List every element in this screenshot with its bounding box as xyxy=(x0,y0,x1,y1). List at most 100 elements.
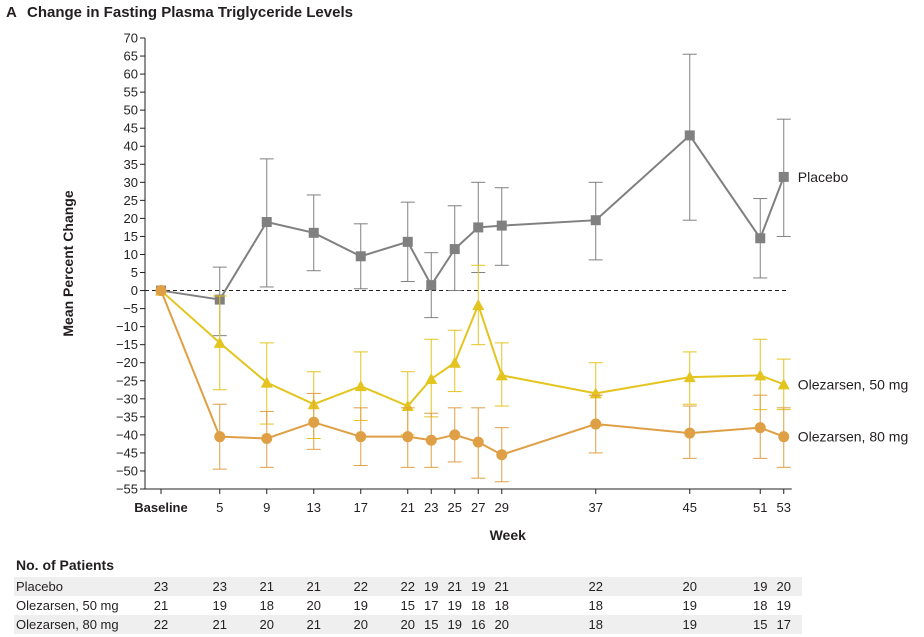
data-point xyxy=(496,220,507,231)
y-tick-label: 25 xyxy=(124,193,138,208)
patients-count-cell: 19 xyxy=(682,617,697,632)
data-point xyxy=(495,369,508,381)
data-point xyxy=(426,280,437,291)
patients-count-cell: 15 xyxy=(753,617,768,632)
x-tick-label: 51 xyxy=(753,500,767,515)
patients-count-cell: 19 xyxy=(447,598,462,613)
data-point xyxy=(402,236,413,247)
data-point xyxy=(425,372,438,384)
series-line xyxy=(160,290,785,456)
patients-count-cell: 22 xyxy=(588,579,603,594)
y-tick-label: 15 xyxy=(124,229,138,244)
data-point xyxy=(155,285,167,297)
data-point xyxy=(590,215,601,226)
patients-count-cell: 21 xyxy=(259,579,274,594)
y-tick-label: 70 xyxy=(124,31,138,46)
patients-count-cell: 20 xyxy=(306,598,321,613)
x-tick-label: 13 xyxy=(307,500,321,515)
patients-row-label: Placebo xyxy=(16,579,63,594)
y-tick-label: −35 xyxy=(116,409,138,424)
patients-count-cell: 21 xyxy=(306,579,321,594)
data-point xyxy=(684,130,695,141)
series-line xyxy=(160,133,785,301)
data-point xyxy=(590,418,602,430)
data-point xyxy=(354,380,367,392)
patients-table-title: No. of Patients xyxy=(16,557,115,573)
patients-count-cell: 18 xyxy=(753,598,768,613)
patients-count-cell: 19 xyxy=(471,579,486,594)
patients-count-cell: 19 xyxy=(212,598,227,613)
y-tick-label: 0 xyxy=(131,283,138,298)
data-point xyxy=(402,431,414,443)
data-point xyxy=(473,222,484,233)
x-axis-title: Week xyxy=(490,527,527,543)
patients-count-cell: 19 xyxy=(424,579,439,594)
y-tick-label: −20 xyxy=(116,355,138,370)
patients-row-olezarsen-80-mg: Olezarsen, 80 mg 22 21 20 21 20 20 15 19 16 20 18 19… xyxy=(14,615,802,634)
panel-title: A Change in Fasting Plasma Triglyceride … xyxy=(6,4,353,21)
y-tick-label: −5 xyxy=(123,301,138,316)
data-point xyxy=(684,427,696,439)
data-point xyxy=(261,432,273,444)
y-tick-label: 20 xyxy=(124,211,138,226)
patients-count-cell: 18 xyxy=(471,598,486,613)
y-tick-label: 50 xyxy=(124,103,138,118)
x-tick-label: 27 xyxy=(471,500,485,515)
y-tick-label: −10 xyxy=(116,319,138,334)
data-point xyxy=(213,336,226,348)
patients-count-cell: 23 xyxy=(153,579,169,594)
patients-count-cell: 19 xyxy=(447,617,462,632)
data-point xyxy=(449,244,460,255)
x-tick-label: 9 xyxy=(263,500,270,515)
patients-count-cell: 20 xyxy=(259,617,274,632)
y-tick-label: −15 xyxy=(116,337,138,352)
patients-row-placebo: Placebo 23 23 21 21 22 22 19 21 19 21 22 20 19 20 xyxy=(14,577,802,596)
data-point xyxy=(355,251,366,262)
data-point xyxy=(308,416,320,428)
x-tick-label: 17 xyxy=(354,500,368,515)
y-tick-label: 35 xyxy=(124,157,138,172)
y-tick-label: 10 xyxy=(124,247,138,262)
patients-count-cell: 17 xyxy=(424,598,439,613)
y-axis-title: Mean Percent Change xyxy=(60,190,76,336)
x-tick-label: 29 xyxy=(495,500,509,515)
data-point xyxy=(778,171,789,182)
series-label: Olezarsen, 50 mg xyxy=(798,376,909,392)
patients-count-cell: 19 xyxy=(353,598,368,613)
data-point xyxy=(496,449,508,461)
y-tick-label: 30 xyxy=(124,175,138,190)
patients-count-cell: 21 xyxy=(447,579,462,594)
y-tick-label: 55 xyxy=(124,85,138,100)
patients-count-cell: 15 xyxy=(400,598,415,613)
data-point xyxy=(261,217,272,228)
data-point xyxy=(449,429,461,441)
patients-count-cell: 20 xyxy=(400,617,415,632)
data-point xyxy=(472,436,484,448)
x-tick-label: 23 xyxy=(424,500,438,515)
data-point xyxy=(425,434,437,446)
panel-letter: A xyxy=(6,4,17,21)
patients-count-cell: 21 xyxy=(212,617,227,632)
patients-count-cell: 15 xyxy=(424,617,439,632)
x-tick-label: Baseline xyxy=(134,500,187,515)
data-point xyxy=(260,376,273,388)
patients-count-cell: 21 xyxy=(494,579,509,594)
y-tick-label: −40 xyxy=(116,427,138,442)
x-tick-label: 45 xyxy=(683,500,697,515)
patients-count-cell: 18 xyxy=(494,598,509,613)
patients-row-label: Olezarsen, 80 mg xyxy=(16,617,119,632)
y-tick-label: −30 xyxy=(116,391,138,406)
data-point xyxy=(683,371,696,383)
series-label: Placebo xyxy=(798,169,849,185)
data-point xyxy=(754,369,767,381)
x-tick-label: 37 xyxy=(589,500,603,515)
patients-count-cell: 20 xyxy=(682,579,697,594)
data-point xyxy=(472,298,485,310)
x-tick-label: 53 xyxy=(777,500,791,515)
patients-count-cell: 23 xyxy=(212,579,227,594)
x-tick-label: 21 xyxy=(401,500,415,515)
patients-count-cell: 18 xyxy=(259,598,274,613)
patients-count-cell: 22 xyxy=(153,617,169,632)
y-tick-label: −25 xyxy=(116,373,138,388)
y-tick-label: −45 xyxy=(116,445,138,460)
